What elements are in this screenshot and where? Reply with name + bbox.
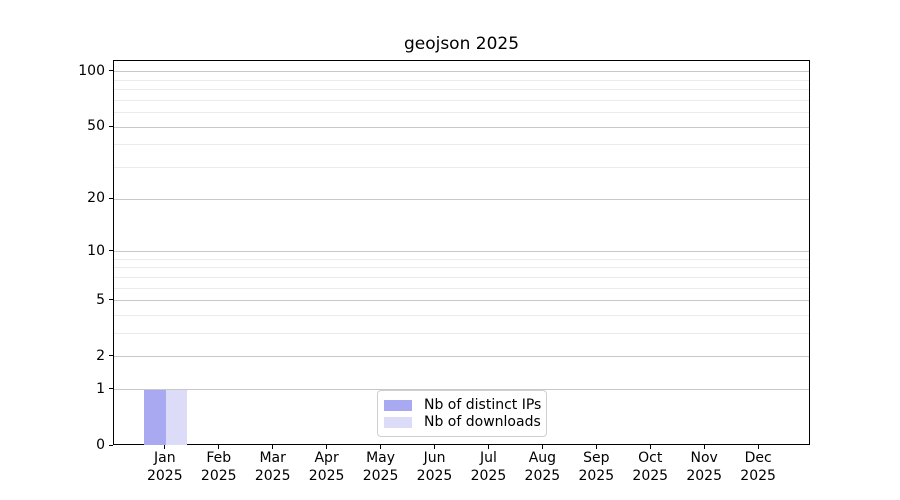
y-tick-mark [108, 299, 113, 301]
gridline-minor [114, 167, 809, 168]
x-tick-label: Feb 2025 [200, 450, 237, 484]
x-tick-mark [541, 445, 543, 449]
y-tick-label: 0 [96, 437, 105, 453]
plot-area [113, 59, 810, 445]
chart-title: geojson 2025 [403, 34, 520, 54]
x-tick-label: Jul 2025 [470, 450, 507, 484]
x-tick-mark [595, 445, 597, 449]
x-tick-label: Apr 2025 [308, 450, 345, 484]
y-tick-mark [108, 355, 113, 357]
gridline-major [114, 71, 809, 73]
gridline-minor [114, 79, 809, 81]
y-tick-mark [108, 125, 113, 127]
x-tick-mark [272, 445, 274, 449]
legend-swatch-distinct-ips [384, 400, 412, 411]
x-tick-label: Oct 2025 [632, 450, 669, 484]
x-tick-mark [218, 445, 220, 449]
x-tick-label: Jun 2025 [416, 450, 453, 484]
y-tick-label: 1 [96, 380, 105, 397]
legend-label-downloads: Nb of downloads [424, 414, 541, 430]
gridline-minor [114, 112, 809, 114]
gridline-minor [114, 144, 809, 146]
gridline-major [114, 300, 809, 302]
x-tick-mark [757, 445, 759, 449]
legend-swatch-downloads [384, 417, 412, 428]
gridline-major [114, 251, 809, 253]
y-tick-mark [108, 444, 113, 446]
gridline-major [114, 198, 809, 200]
y-tick-label: 20 [87, 190, 105, 207]
y-tick-label: 10 [87, 242, 105, 259]
y-tick-label: 5 [96, 291, 105, 308]
legend-entry-downloads: Nb of downloads [384, 414, 541, 431]
legend: Nb of distinct IPs Nb of downloads [377, 390, 547, 437]
bar-nb-of-distinct-ips [144, 389, 166, 445]
x-tick-label: Jan 2025 [146, 450, 183, 484]
x-tick-label: Mar 2025 [254, 450, 291, 484]
x-tick-mark [487, 445, 489, 449]
gridline-minor [114, 276, 809, 278]
gridline-major [114, 389, 809, 391]
gridline-minor [114, 267, 809, 269]
legend-label-distinct-ips: Nb of distinct IPs [424, 397, 542, 413]
gridline-minor [114, 314, 809, 316]
gridline-minor [114, 99, 809, 101]
bar-nb-of-downloads [165, 389, 188, 445]
gridline-minor [114, 258, 809, 260]
y-tick-label: 2 [96, 347, 105, 364]
x-tick-mark [434, 445, 435, 449]
y-tick-label: 100 [78, 62, 105, 79]
x-tick-mark [380, 445, 382, 449]
x-tick-mark [326, 445, 328, 449]
y-tick-mark [108, 70, 113, 72]
gridline-minor [114, 89, 809, 91]
legend-entry-distinct-ips: Nb of distinct IPs [384, 397, 541, 414]
gridline-minor [114, 333, 809, 335]
x-tick-label: Dec 2025 [740, 450, 776, 484]
y-tick-label: 50 [87, 118, 105, 135]
x-tick-label: Sep 2025 [578, 450, 615, 484]
x-tick-mark [649, 445, 651, 449]
gridline-major [114, 126, 809, 128]
x-tick-mark [703, 445, 705, 449]
x-tick-mark [164, 445, 166, 449]
x-tick-label: Aug 2025 [524, 450, 561, 484]
gridline-minor [114, 287, 809, 289]
gridline-major [114, 356, 809, 358]
y-tick-mark [108, 197, 113, 199]
y-tick-mark [108, 250, 113, 252]
y-tick-mark [108, 388, 113, 390]
x-tick-label: May 2025 [362, 450, 399, 484]
x-tick-label: Nov 2025 [686, 450, 722, 484]
